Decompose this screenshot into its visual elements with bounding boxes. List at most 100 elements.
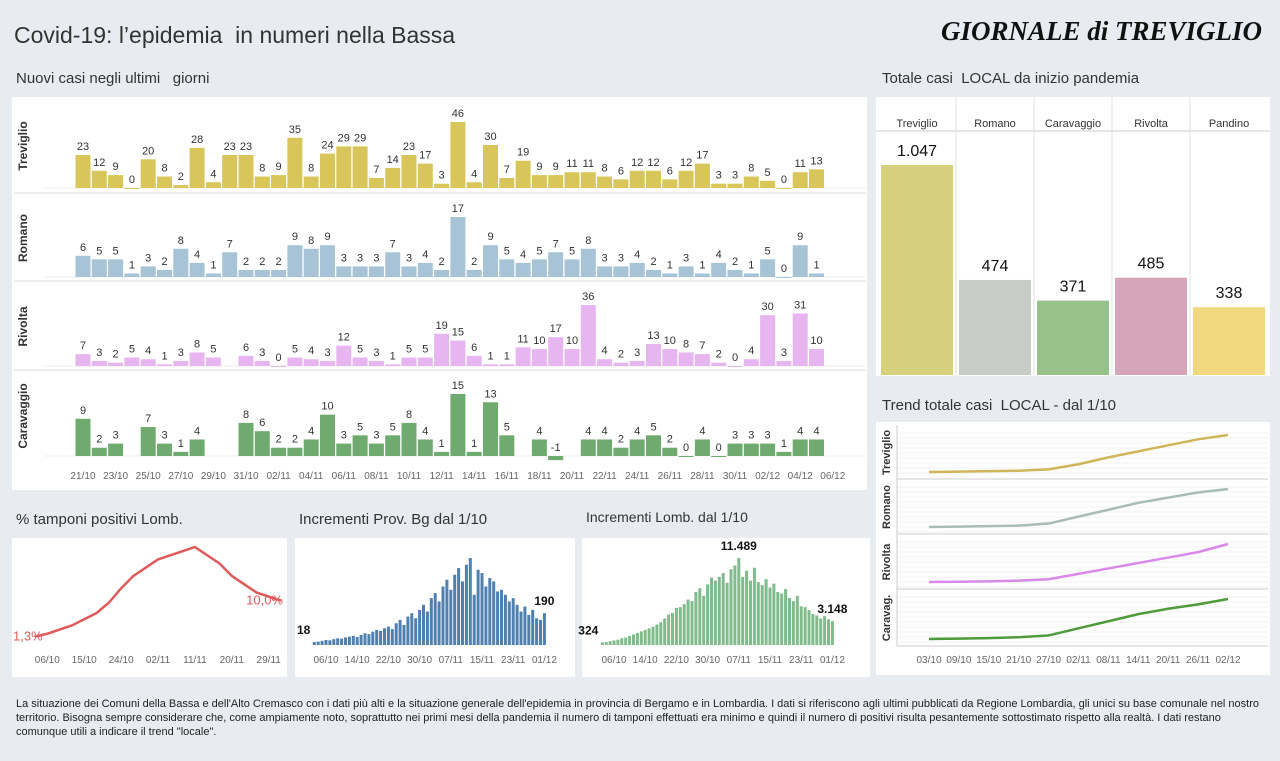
data-label: 35	[289, 124, 301, 136]
row-label: Caravag.	[881, 595, 893, 641]
bar	[608, 641, 612, 645]
bar	[564, 259, 580, 277]
data-label: 3	[618, 252, 624, 264]
data-label: 1	[487, 350, 493, 362]
data-label: 4	[585, 425, 591, 437]
bar	[287, 447, 303, 456]
bar	[271, 269, 287, 277]
data-label: 23	[403, 141, 415, 153]
data-label: 3	[716, 170, 722, 182]
bar	[464, 564, 468, 645]
data-label: 9	[276, 161, 282, 173]
bar	[406, 616, 410, 645]
bar	[690, 601, 694, 645]
bar	[316, 641, 320, 645]
bar	[639, 631, 643, 645]
x-tick-label: 30/10	[407, 655, 432, 666]
bar	[417, 163, 433, 188]
bar	[635, 632, 639, 645]
data-label: 324	[578, 624, 598, 638]
bar	[616, 639, 620, 645]
data-label: 1	[390, 350, 396, 362]
bar	[662, 447, 678, 456]
data-label: 23	[224, 141, 236, 153]
data-label: 1	[504, 350, 510, 362]
bar	[564, 349, 580, 366]
bar	[659, 622, 663, 645]
bar	[678, 266, 694, 277]
data-label: 8	[194, 338, 200, 350]
data-label: 36	[582, 291, 594, 303]
bar	[434, 451, 450, 456]
bar	[466, 355, 482, 366]
bar	[336, 638, 340, 645]
bar	[457, 568, 461, 645]
x-tick-label: 06/10	[313, 655, 338, 666]
data-label: 371	[1060, 279, 1087, 296]
trend-line	[928, 487, 1229, 529]
trend-line	[928, 433, 1229, 474]
bar	[809, 439, 824, 456]
bar	[776, 277, 792, 278]
bar	[651, 626, 655, 645]
data-label: 1	[129, 259, 135, 271]
bar	[303, 248, 319, 277]
bar	[535, 618, 539, 645]
data-label: 1	[699, 259, 705, 271]
bar	[706, 584, 710, 645]
data-label: 4	[194, 249, 200, 261]
bar	[671, 613, 674, 645]
data-label: 5	[292, 344, 298, 356]
data-label: 3.148	[817, 602, 847, 616]
data-label: 17	[696, 150, 708, 162]
bar	[108, 443, 124, 456]
bar	[597, 359, 613, 366]
panel	[12, 97, 867, 490]
bar	[531, 349, 547, 366]
data-label: 13	[647, 330, 659, 342]
bar	[238, 355, 254, 366]
data-label: 10,0%	[246, 593, 283, 608]
bar	[694, 591, 698, 645]
x-tick-label: 25/10	[136, 471, 161, 482]
data-label: 8	[308, 163, 314, 175]
bar	[600, 642, 604, 645]
bar	[238, 422, 254, 456]
bar	[385, 435, 401, 456]
bar	[386, 626, 390, 645]
x-tick-label: 24/11	[625, 471, 650, 482]
x-tick-label: 15/10	[976, 655, 1001, 666]
data-label: 23	[240, 141, 252, 153]
data-label: 11	[583, 158, 594, 170]
bar	[449, 589, 453, 645]
data-label: 2	[732, 256, 738, 268]
data-label: 4	[748, 345, 754, 357]
bar	[727, 269, 743, 277]
data-label: 4	[422, 249, 428, 261]
data-label: 19	[435, 320, 447, 332]
bar	[385, 167, 401, 188]
bar	[827, 619, 830, 645]
bar	[733, 565, 737, 645]
data-label: 30	[761, 301, 773, 313]
bar	[418, 609, 422, 645]
x-tick-label: 14/10	[633, 655, 658, 666]
bar	[173, 248, 189, 277]
bar	[776, 188, 792, 189]
data-label: 7	[227, 238, 233, 250]
bar	[124, 357, 140, 366]
bar	[352, 435, 368, 456]
bar	[91, 360, 107, 366]
bar	[499, 435, 515, 456]
data-label: 3	[439, 170, 445, 182]
data-label: 4	[520, 249, 526, 261]
data-label: 5	[765, 167, 771, 179]
bar	[768, 587, 772, 645]
x-tick-label: 02/11	[146, 655, 171, 666]
data-label: 3	[178, 347, 184, 359]
bar	[662, 179, 678, 188]
bar	[336, 266, 352, 277]
data-label: 8	[748, 163, 754, 175]
data-label: 3	[113, 430, 119, 442]
data-label: 0	[781, 263, 787, 275]
